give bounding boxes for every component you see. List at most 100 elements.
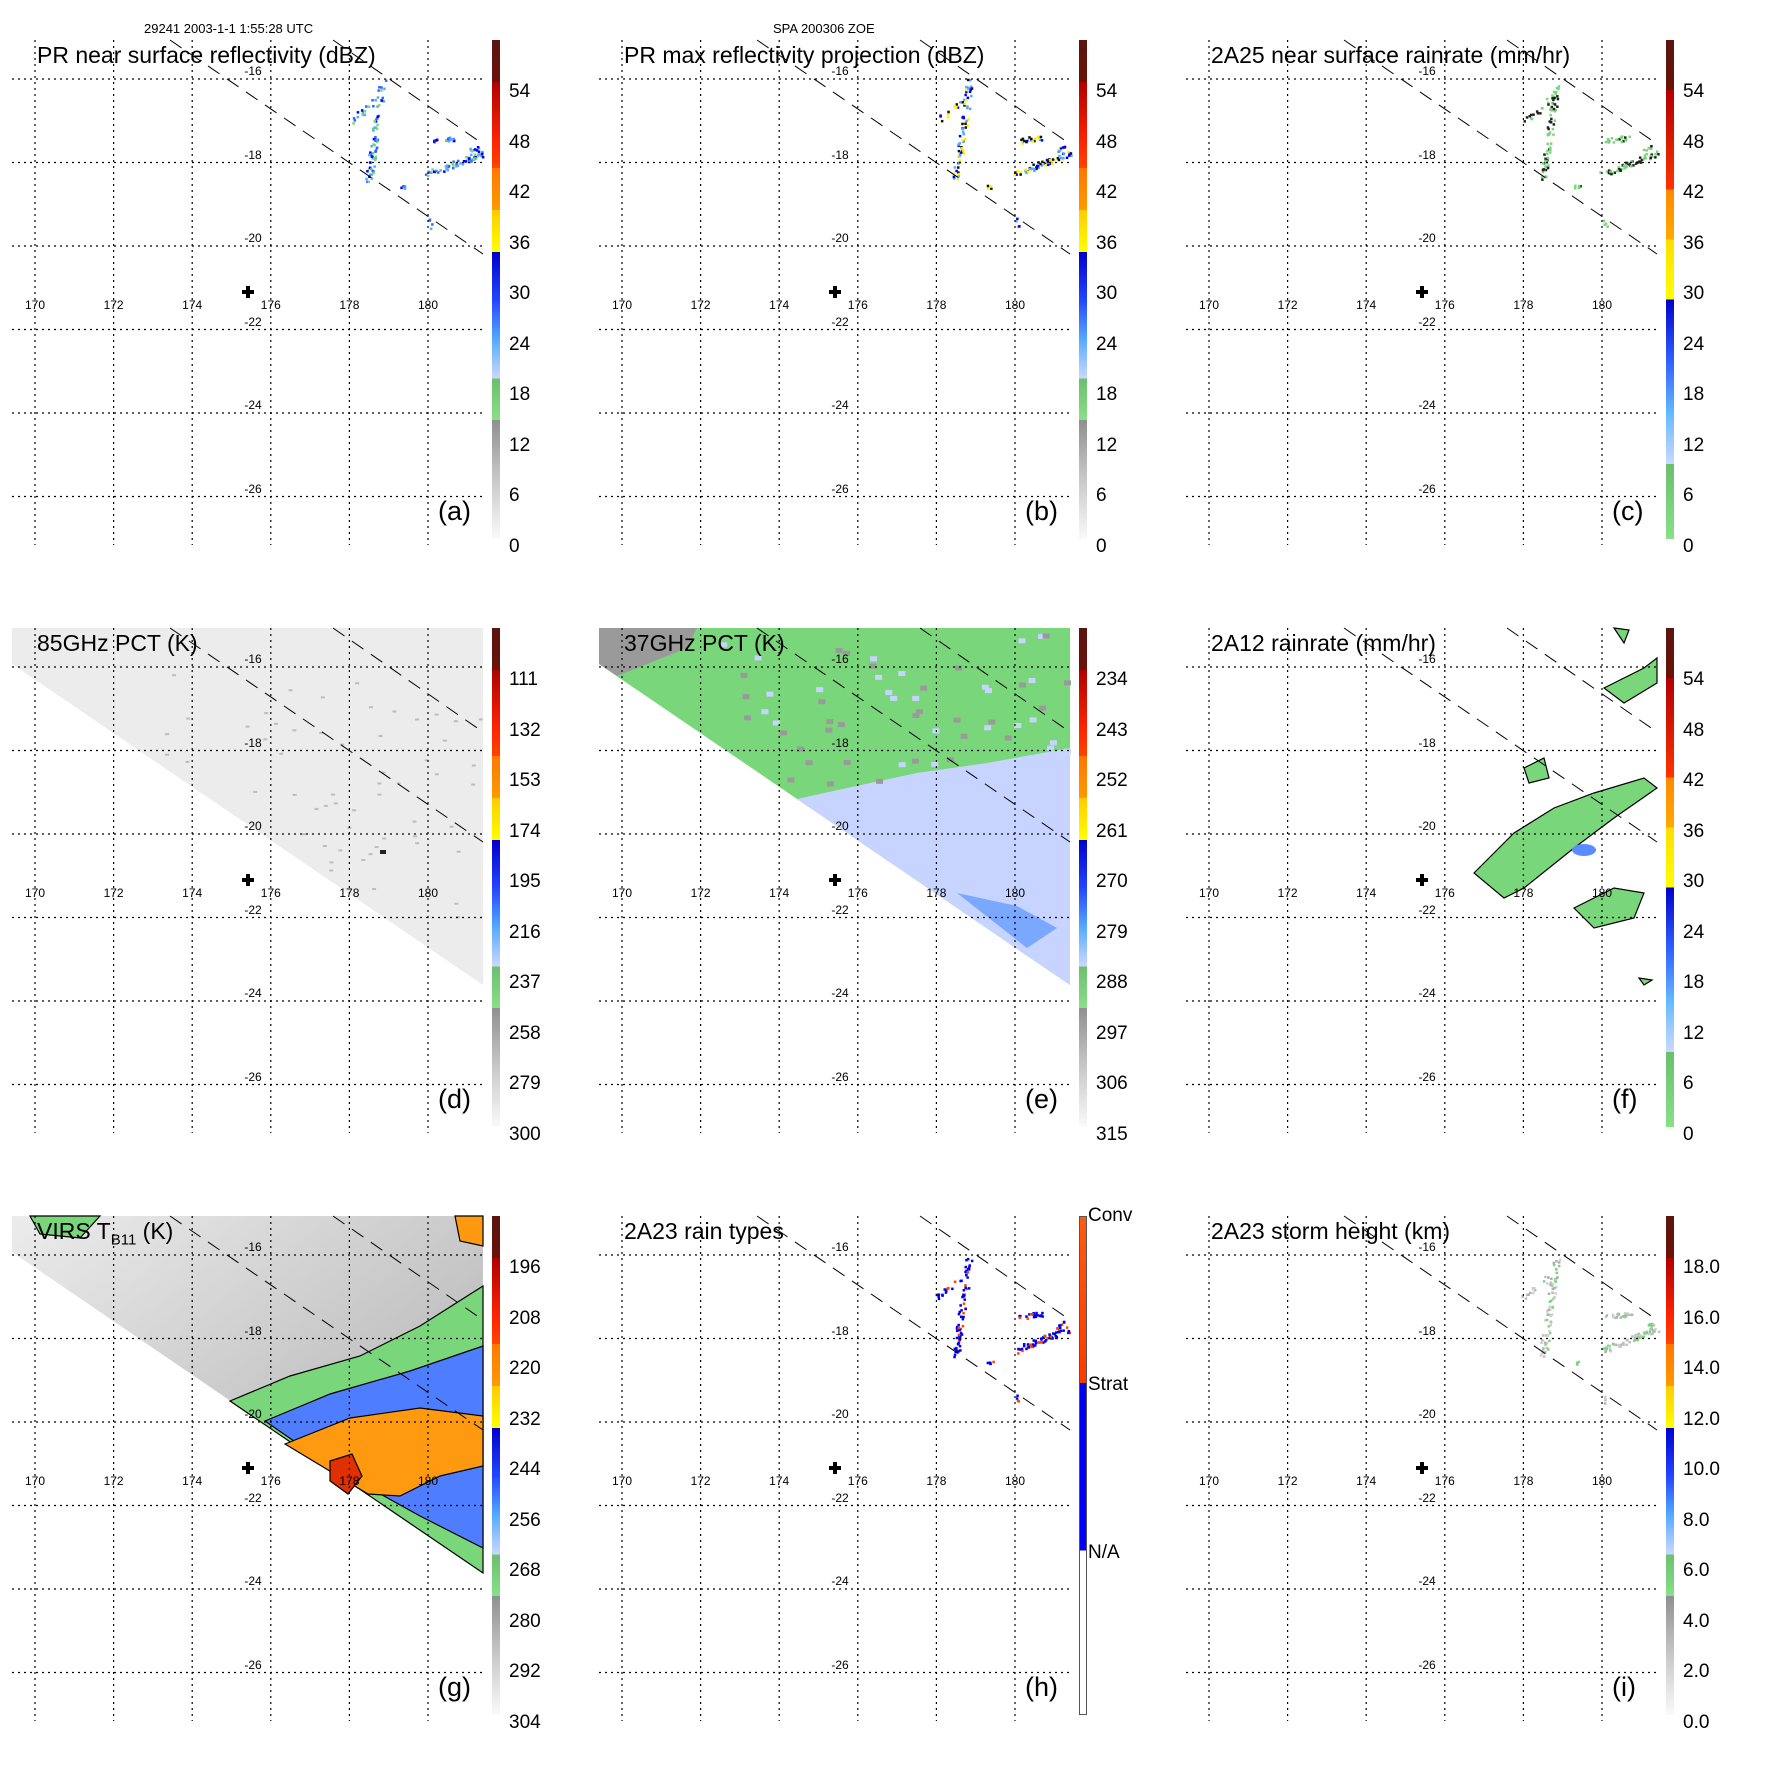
data-pixel: [434, 713, 439, 716]
longitude-label: 172: [1277, 1474, 1298, 1488]
colorbar-tick-label: Strat: [1088, 1374, 1129, 1395]
data-pixel: [988, 719, 996, 725]
data-pixel: [1543, 1341, 1547, 1344]
colorbar-tick-label: 36: [1096, 232, 1118, 254]
data-pixel: [963, 1293, 966, 1297]
data-pixel: [481, 151, 484, 154]
data-pixel: [1549, 108, 1552, 111]
data-pixel: [467, 159, 471, 162]
data-pixel: [955, 106, 958, 109]
data-pixel: [1604, 1315, 1608, 1319]
swath-edge-line: [919, 39, 1071, 145]
colorbar-tick-label: 24: [1096, 333, 1118, 355]
data-pixel: [955, 1346, 958, 1350]
data-pixel: [1649, 156, 1652, 160]
data-pixel: [382, 100, 386, 103]
data-pixel: [1033, 169, 1036, 173]
data-pixel: [1021, 137, 1025, 141]
data-pixel: [462, 160, 466, 163]
data-pixel: [1542, 1280, 1546, 1283]
data-pixel: [1649, 154, 1653, 158]
data-pixel: [1610, 137, 1614, 140]
colorbar: [492, 1216, 500, 1715]
colorbar-tick-label: 288: [1096, 972, 1128, 993]
data-pixel: [818, 699, 826, 705]
data-pixel: [1551, 127, 1555, 131]
station-cross-icon: [829, 874, 841, 886]
data-pixel: [842, 650, 850, 656]
data-pixel: [1604, 1349, 1608, 1352]
data-pixel: [1022, 1344, 1026, 1348]
data-pixel: [1018, 1348, 1022, 1351]
data-pixel: [962, 115, 965, 119]
longitude-label: 180: [1591, 1474, 1613, 1488]
data-pixel: [1043, 162, 1047, 166]
data-pixel: [367, 180, 370, 184]
data-pixel: [384, 79, 388, 82]
data-pixel: [966, 124, 969, 127]
data-pixel: [442, 739, 447, 742]
data-pixel: [964, 1284, 967, 1287]
data-pixel: [1555, 1271, 1559, 1275]
data-pixel: [452, 166, 455, 170]
data-pixel: [1547, 101, 1550, 105]
station-cross-icon: [242, 874, 254, 886]
data-pixel: [1523, 120, 1526, 123]
data-pixel: [1551, 1282, 1554, 1286]
swath-imagery: [12, 628, 483, 985]
colorbar: [1079, 40, 1087, 539]
data-pixel: [469, 158, 473, 162]
panel-title-text: 85GHz PCT (K): [37, 630, 198, 656]
data-pixel: [1647, 1332, 1651, 1336]
colorbar-tick-label: 0: [1096, 535, 1107, 557]
data-pixel: [961, 1324, 965, 1328]
colorbar-tick-label: 256: [509, 1509, 541, 1531]
data-pixel: [826, 719, 834, 725]
colorbar-tick-label: 0: [1683, 1123, 1694, 1145]
data-pixel: [1026, 1343, 1030, 1346]
data-pixel: [960, 1333, 964, 1336]
data-pixel: [456, 159, 460, 163]
colorbar-tick-label: 2.0: [1683, 1661, 1710, 1682]
data-pixel: [953, 1280, 957, 1283]
station-cross-icon: [829, 1462, 841, 1474]
colorbar-tick-label: 0.0: [1683, 1711, 1710, 1733]
data-pixel: [1527, 1293, 1530, 1296]
data-pixel: [1068, 1331, 1071, 1335]
panel-g: 170 172 174 176 178 180 -16 -18 -20 -22 -24 -26 VIRS…: [0, 1176, 587, 1764]
panel-title: PR max reflectivity projection (dBZ): [624, 42, 984, 69]
data-pixel: [797, 746, 805, 752]
data-pixel: [1617, 1313, 1621, 1316]
data-pixel: [962, 132, 965, 136]
data-pixel: [816, 687, 824, 693]
data-pixel: [962, 122, 966, 125]
data-pixel: [1606, 170, 1609, 173]
colorbar: [492, 40, 500, 539]
data-pixel: [382, 837, 387, 840]
data-pixel: [1539, 112, 1542, 115]
data-pixel: [960, 733, 968, 739]
colorbar-tick-label: 12: [1683, 1022, 1705, 1044]
data-pixel: [1548, 120, 1551, 123]
data-pixel: [1549, 1321, 1552, 1324]
panel-i: 170 172 174 176 178 180 -16 -18 -20 -22 -24 -26 2A23…: [1174, 1176, 1761, 1764]
colorbar-tick-label: 12: [1096, 434, 1118, 456]
colorbar-tick-label: 48: [1096, 131, 1118, 153]
data-pixel: [1546, 1310, 1549, 1313]
data-pixel: [378, 86, 381, 89]
data-pixel: [986, 184, 990, 188]
data-pixel: [1041, 1311, 1044, 1315]
data-pixel: [415, 842, 420, 845]
colorbar-tick-label: 42: [1683, 770, 1705, 791]
data-pixel: [1040, 1341, 1043, 1344]
data-pixel: [953, 177, 956, 180]
data-pixel: [1032, 1315, 1036, 1319]
data-pixel: [477, 153, 480, 156]
data-pixel: [984, 725, 992, 731]
data-pixel: [962, 149, 965, 152]
data-pixel: [965, 99, 968, 102]
panel-title: 2A25 near surface rainrate (mm/hr): [1211, 42, 1570, 69]
data-pixel: [1546, 152, 1549, 155]
data-pixel: [455, 165, 458, 168]
data-pixel: [185, 760, 190, 763]
